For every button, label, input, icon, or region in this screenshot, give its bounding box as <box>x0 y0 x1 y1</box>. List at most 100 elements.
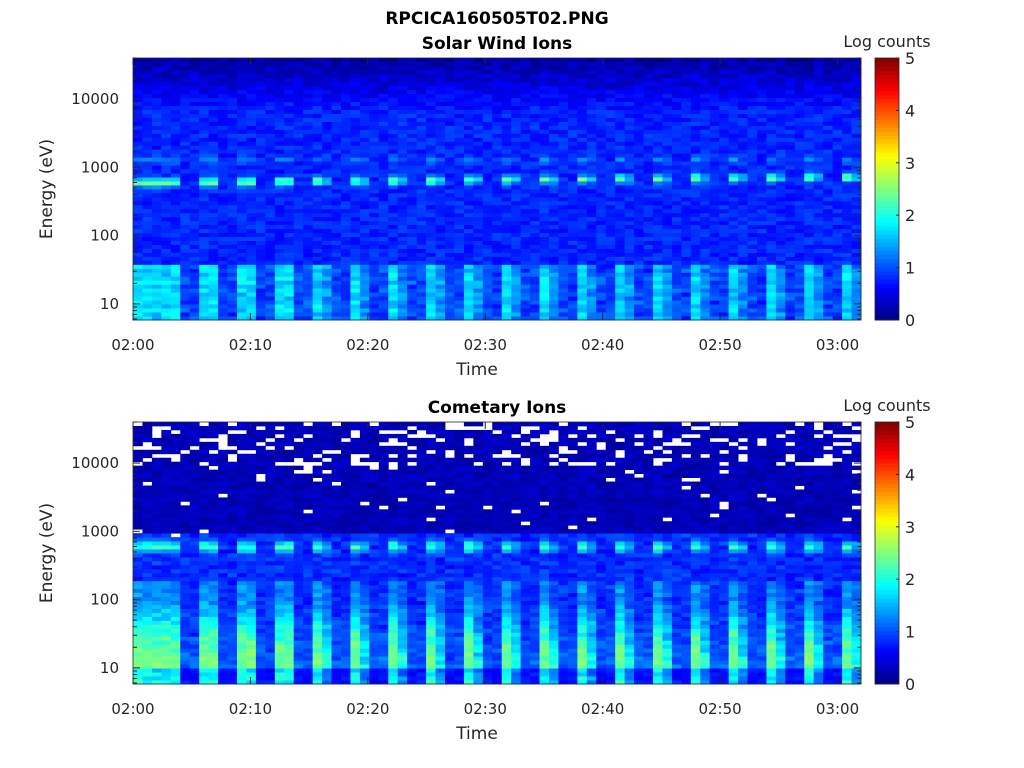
heatmap-cell <box>482 93 493 99</box>
heatmap-cell <box>558 177 569 182</box>
heatmap-cell <box>199 256 210 261</box>
heatmap-cell <box>747 109 758 114</box>
heatmap-cell <box>322 165 332 170</box>
heatmap-cell <box>293 204 304 210</box>
heatmap-cell <box>804 121 815 126</box>
heatmap-cell <box>293 196 304 202</box>
heatmap-cell <box>397 141 408 146</box>
heatmap-cell <box>785 65 796 71</box>
heatmap-cell <box>142 300 153 305</box>
heatmap-cell <box>558 200 569 206</box>
heatmap-cell <box>369 252 380 257</box>
heatmap-cell <box>161 208 172 214</box>
heatmap-cell <box>170 240 181 245</box>
heatmap-cell <box>492 268 503 273</box>
heatmap-cell <box>501 228 512 234</box>
heatmap-cell <box>397 204 408 210</box>
heatmap-cell <box>378 260 389 265</box>
heatmap-cell <box>832 169 843 174</box>
heatmap-cell <box>445 312 455 317</box>
heatmap-cell <box>274 121 285 126</box>
heatmap-cell <box>199 97 210 103</box>
heatmap-cell <box>511 312 522 317</box>
heatmap-cell <box>558 300 569 305</box>
heatmap-cell <box>757 61 767 67</box>
heatmap-cell <box>303 284 314 289</box>
heatmap-cell <box>199 204 210 210</box>
heatmap-cell <box>605 208 616 214</box>
heatmap-cell <box>435 300 446 305</box>
heatmap-cell <box>180 145 191 150</box>
heatmap-cell <box>350 248 361 253</box>
heatmap-cell <box>463 85 474 91</box>
heatmap-cell <box>180 228 191 234</box>
heatmap-cell <box>794 196 805 202</box>
heatmap-cell <box>719 192 730 198</box>
heatmap-cell <box>218 272 228 277</box>
heatmap-cell <box>180 141 191 146</box>
heatmap-cell <box>303 58 314 63</box>
heatmap-cell <box>728 181 739 186</box>
heatmap-cell <box>388 125 399 130</box>
heatmap-cell <box>227 101 238 107</box>
heatmap-cell <box>445 288 455 293</box>
heatmap-cell <box>681 58 692 63</box>
heatmap-cell <box>454 81 465 87</box>
heatmap-cell <box>170 192 181 198</box>
heatmap-cell <box>407 181 418 186</box>
heatmap-cell <box>369 192 380 198</box>
heatmap-cell <box>615 216 626 222</box>
heatmap-cell <box>142 173 153 178</box>
heatmap-cell <box>709 232 720 238</box>
heatmap-cell <box>738 256 748 261</box>
heatmap-cell <box>681 189 692 194</box>
heatmap-cell <box>284 244 295 249</box>
heatmap-cell <box>757 77 767 83</box>
heatmap-cell <box>492 169 503 174</box>
heatmap-cell <box>530 244 540 249</box>
heatmap-cell <box>605 312 616 317</box>
heatmap-cell <box>303 200 314 206</box>
heatmap-cell <box>567 121 578 126</box>
heatmap-cell <box>341 141 351 146</box>
heatmap-cell <box>208 173 219 178</box>
heatmap-cell <box>643 165 654 170</box>
heatmap-cell <box>388 260 399 265</box>
heatmap-cell <box>653 133 663 138</box>
heatmap-cell <box>823 240 834 245</box>
heatmap-cell <box>293 304 304 309</box>
heatmap-cell <box>284 236 295 242</box>
heatmap-cell <box>303 101 314 107</box>
heatmap-cell <box>634 288 644 293</box>
heatmap-cell <box>586 268 597 273</box>
heatmap-cell <box>341 117 351 122</box>
heatmap-cell <box>775 185 786 190</box>
heatmap-cell <box>331 280 342 285</box>
heatmap-cell <box>605 316 616 321</box>
heatmap-cell <box>416 189 427 194</box>
heatmap-cell <box>823 189 834 194</box>
heatmap-cell <box>709 296 720 301</box>
heatmap-cell <box>237 77 247 83</box>
heatmap-cell <box>350 240 361 245</box>
heatmap-cell <box>501 145 512 150</box>
heatmap-cell <box>397 125 408 130</box>
heatmap-cell <box>700 177 711 182</box>
heatmap-cell <box>643 181 654 186</box>
heatmap-cell <box>804 153 815 158</box>
heatmap-cell <box>322 145 332 150</box>
heatmap-cell <box>341 157 351 162</box>
heatmap-cell <box>397 256 408 261</box>
heatmap-cell <box>520 73 531 79</box>
heatmap-cell <box>624 252 635 257</box>
heatmap-cell <box>709 208 720 214</box>
heatmap-cell <box>671 252 682 257</box>
heatmap-cell <box>322 113 332 118</box>
heatmap-cell <box>142 248 153 253</box>
heatmap-cell <box>728 117 739 122</box>
heatmap-cell <box>624 73 635 79</box>
heatmap-cell <box>161 165 172 170</box>
heatmap-cell <box>605 228 616 234</box>
heatmap-cell <box>482 97 493 103</box>
heatmap-cell <box>359 268 370 273</box>
